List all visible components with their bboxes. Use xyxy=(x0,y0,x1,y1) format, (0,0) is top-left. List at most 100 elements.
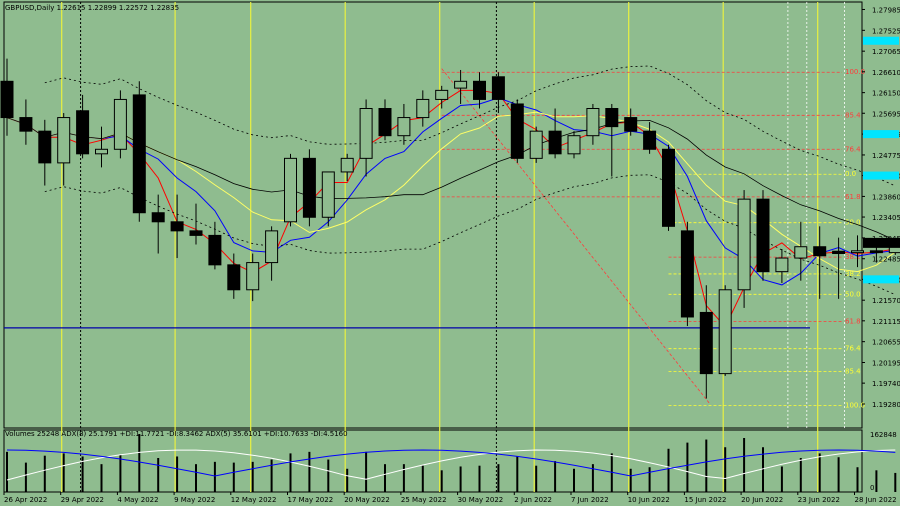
time-tick-label: 4 May 2022 xyxy=(117,496,158,504)
bollinger-upper xyxy=(44,65,896,187)
candle-body xyxy=(737,198,751,291)
time-tick-label: 17 May 2022 xyxy=(288,496,334,504)
price-axis: 1.27985 1.27525 1.27065 1.26610 1.26150 1.256… xyxy=(862,6,900,409)
candle-body xyxy=(208,234,222,266)
candle-body xyxy=(302,157,316,218)
fib-level-label: 38.2 xyxy=(845,270,861,278)
fib-level-label: 85.4 xyxy=(845,367,861,375)
time-tick-label: 29 Apr 2022 xyxy=(61,496,104,504)
candle-body xyxy=(699,311,713,375)
candle-body xyxy=(321,171,335,218)
time-tick-label: 10 Jun 2022 xyxy=(628,496,670,504)
candle-body xyxy=(529,130,543,159)
candle-body xyxy=(435,89,449,100)
candle-body xyxy=(359,108,373,159)
fib-level-label: 61.8 xyxy=(845,193,861,201)
price-tick-label: 1.26150 xyxy=(872,90,900,98)
time-tick-label: 15 Jun 2022 xyxy=(684,496,726,504)
candle-body xyxy=(851,250,864,254)
candle-body xyxy=(57,117,71,164)
candle-body xyxy=(0,80,14,119)
time-tick-label: 30 May 2022 xyxy=(458,496,504,504)
candle-body xyxy=(378,108,392,137)
price-tick-label: 1.27985 xyxy=(872,6,900,14)
current-price-label: 1.22835 xyxy=(867,240,896,248)
time-tick-label: 26 Apr 2022 xyxy=(4,496,47,504)
price-tick-label: 1.27065 xyxy=(872,48,900,56)
candle-body xyxy=(473,80,486,100)
indicator-header: Volumes 25248 ADX(8) 25.1791 +DI:11.7721… xyxy=(5,430,348,438)
candle-body xyxy=(718,289,732,375)
time-tick-label: 23 Jun 2022 xyxy=(798,496,840,504)
candle-body xyxy=(662,148,675,227)
candle-body xyxy=(605,108,619,128)
fib-level-label: 76.4 xyxy=(845,345,861,353)
candle-body xyxy=(794,246,808,259)
candle-body xyxy=(340,157,354,173)
price-tick-label: 1.19740 xyxy=(872,380,900,388)
time-tick-label: 20 May 2022 xyxy=(344,496,390,504)
time-tick-label: 9 May 2022 xyxy=(174,496,215,504)
candlestick-series xyxy=(0,58,900,399)
time-tick-label: 2 Jun 2022 xyxy=(514,496,552,504)
candle-body xyxy=(265,230,279,264)
price-tick-label: 1.20195 xyxy=(872,360,900,368)
candle-body xyxy=(624,117,638,132)
fib-level-label: 76.4 xyxy=(845,145,861,153)
candle-body xyxy=(491,76,505,100)
time-tick-label: 20 Jun 2022 xyxy=(741,496,783,504)
candle-body xyxy=(454,80,468,89)
candle-body xyxy=(586,108,600,137)
candle-body xyxy=(19,117,33,132)
candle-body xyxy=(151,212,165,223)
candle-body xyxy=(548,130,562,155)
adx-blue-line xyxy=(6,449,896,477)
indicator-frame xyxy=(3,429,863,493)
price-tick-label: 1.20655 xyxy=(872,339,900,347)
ma-long-line xyxy=(6,117,896,241)
indicator-min-label: 0 xyxy=(870,484,874,492)
candle-body xyxy=(567,135,581,155)
plot-frame xyxy=(3,1,863,429)
time-axis: 26 Apr 2022 29 Apr 2022 4 May 2022 9 May 20… xyxy=(3,492,897,504)
candle-body xyxy=(95,148,108,155)
indicator-panel: 162848 0 xyxy=(6,431,897,492)
time-tick-label: 25 May 2022 xyxy=(401,496,447,504)
indicator-max-label: 162848 xyxy=(870,431,897,439)
candle-body xyxy=(832,250,846,255)
time-tick-label: 7 Jun 2022 xyxy=(571,496,609,504)
time-tick-label: 12 May 2022 xyxy=(231,496,277,504)
price-highlight-box xyxy=(863,130,899,139)
price-tick-label: 1.19280 xyxy=(872,401,900,409)
symbol-header: GBPUSD,Daily 1.22615 1.22899 1.22572 1.2… xyxy=(5,4,179,12)
fib-level-label: 85.4 xyxy=(845,111,861,119)
candle-body xyxy=(510,103,524,159)
fib-level-label: 61.8 xyxy=(845,318,861,326)
fib-level-label: 38.2 xyxy=(845,253,861,261)
price-tick-label: 1.25695 xyxy=(872,110,900,118)
price-tick-label: 1.21115 xyxy=(872,318,900,326)
price-tick-label: 1.27525 xyxy=(872,27,900,35)
candle-body xyxy=(246,262,260,291)
price-tick-label: 1.24775 xyxy=(872,152,900,160)
candle-body xyxy=(38,130,52,164)
price-highlight-box xyxy=(863,171,899,180)
time-tick-label: 28 Jun 2022 xyxy=(855,496,897,504)
fib-level-label: 100.0 xyxy=(845,401,865,409)
fib-level-label: 100.0 xyxy=(845,68,865,76)
candle-body xyxy=(869,250,883,254)
price-tick-label: 1.26610 xyxy=(872,69,900,77)
fib-level-label: 50.0 xyxy=(845,290,861,298)
candle-body xyxy=(680,230,694,318)
candle-body xyxy=(189,230,203,236)
price-highlight-box xyxy=(863,36,899,45)
candle-body xyxy=(775,257,789,273)
candle-body xyxy=(132,94,146,214)
candle-body xyxy=(76,110,90,155)
price-tick-label: 1.22485 xyxy=(872,256,900,264)
candle-body xyxy=(227,264,241,291)
price-tick-label: 1.21570 xyxy=(872,297,900,305)
fib-level-label: 0.0 xyxy=(845,170,856,178)
candle-body xyxy=(284,157,297,223)
